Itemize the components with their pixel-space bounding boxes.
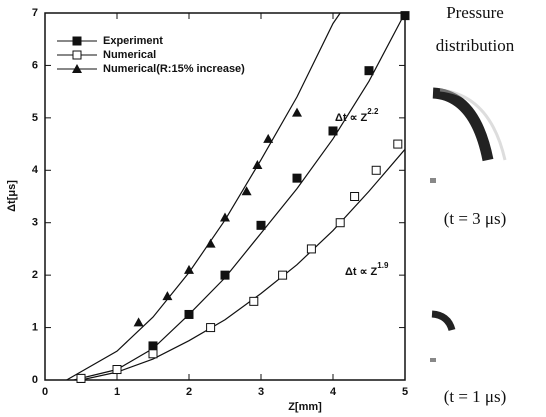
pressure-image-3us: [430, 90, 505, 183]
marker: [293, 174, 301, 182]
legend-label: Experiment: [103, 35, 163, 47]
marker: [257, 221, 265, 229]
marker: [365, 67, 373, 75]
marker: [401, 12, 409, 20]
y-tick-label: 0: [32, 374, 38, 386]
panel-caption: (t = 1 μs): [444, 387, 507, 406]
marker: [184, 265, 194, 274]
x-tick-label: 2: [186, 386, 192, 398]
panel-title: Pressure: [446, 3, 504, 22]
x-tick-label: 0: [42, 386, 48, 398]
marker: [329, 127, 337, 135]
pressure-image-1us: [430, 314, 452, 362]
marker: [77, 374, 85, 382]
annotation-exponent: 1.9: [377, 261, 389, 270]
marker: [307, 245, 315, 253]
legend-marker: [73, 37, 81, 45]
marker: [292, 108, 302, 117]
x-axis-label: Z[mm]: [288, 401, 322, 413]
fit-curve: [81, 149, 405, 380]
panel-caption: (t = 3 μs): [444, 209, 507, 228]
annotation-base: Δt ∝ Z: [345, 266, 378, 278]
marker: [113, 366, 121, 374]
y-axis-label: Δt[μs]: [6, 180, 18, 212]
x-tick-label: 4: [330, 386, 337, 398]
x-tick-label: 3: [258, 386, 264, 398]
x-tick-label: 5: [402, 386, 408, 398]
y-tick-label: 1: [32, 321, 38, 333]
marker: [149, 350, 157, 358]
marker: [207, 324, 215, 332]
y-tick-label: 3: [32, 217, 38, 229]
marker: [351, 193, 359, 201]
y-tick-label: 6: [32, 59, 38, 71]
marker: [372, 166, 380, 174]
marker: [252, 160, 262, 169]
marker: [149, 342, 157, 350]
figure: Pressure distribution (t = 3 μs) (t = 1 …: [0, 0, 546, 417]
marker: [279, 271, 287, 279]
annotation-exponent: 2.2: [367, 107, 379, 116]
y-tick-label: 4: [32, 164, 39, 176]
y-tick-label: 7: [32, 7, 38, 19]
marker: [206, 239, 216, 248]
annotation: Δt ∝ Z2.2: [335, 107, 379, 124]
legend-marker: [73, 51, 81, 59]
marker: [134, 317, 144, 326]
marker: [263, 134, 273, 143]
annotation: Δt ∝ Z1.9: [345, 261, 389, 278]
legend-label: Numerical: [103, 49, 156, 61]
marker: [185, 310, 193, 318]
marker: [221, 271, 229, 279]
y-tick-label: 5: [32, 112, 38, 124]
panel-title: distribution: [436, 36, 515, 55]
marker: [394, 140, 402, 148]
y-tick-label: 2: [32, 269, 38, 281]
marker: [336, 219, 344, 227]
marker: [250, 297, 258, 305]
x-tick-label: 1: [114, 386, 120, 398]
legend-label: Numerical(R:15% increase): [103, 63, 245, 75]
annotation-base: Δt ∝ Z: [335, 112, 368, 124]
